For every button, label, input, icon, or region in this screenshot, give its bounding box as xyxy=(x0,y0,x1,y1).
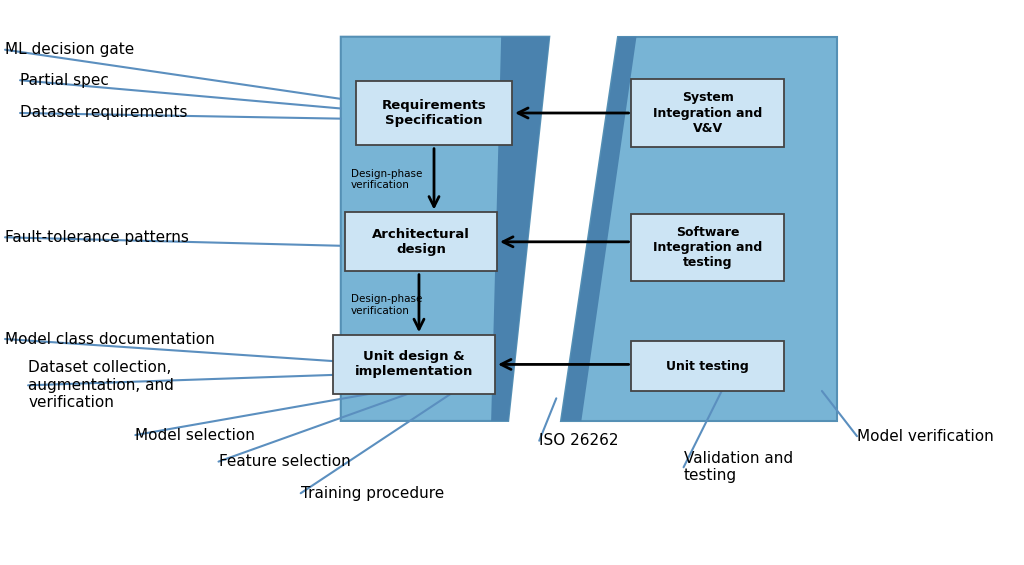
Text: ML decision gate: ML decision gate xyxy=(5,42,134,57)
Text: Partial spec: Partial spec xyxy=(20,73,109,88)
Polygon shape xyxy=(561,37,637,421)
Polygon shape xyxy=(561,37,837,421)
Text: Validation and
testing: Validation and testing xyxy=(684,451,793,484)
Text: System
Integration and
V&V: System Integration and V&V xyxy=(653,92,762,134)
Text: Fault-tolerance patterns: Fault-tolerance patterns xyxy=(5,230,188,245)
Text: Design-phase
verification: Design-phase verification xyxy=(351,294,422,316)
FancyBboxPatch shape xyxy=(632,341,783,391)
Text: Architectural
design: Architectural design xyxy=(372,228,470,256)
Text: Model class documentation: Model class documentation xyxy=(5,332,215,346)
FancyBboxPatch shape xyxy=(345,212,497,272)
FancyBboxPatch shape xyxy=(333,334,496,394)
Text: Model selection: Model selection xyxy=(135,428,255,442)
Text: Feature selection: Feature selection xyxy=(218,454,350,469)
Text: Model verification: Model verification xyxy=(857,429,993,444)
Text: Requirements
Specification: Requirements Specification xyxy=(382,99,486,127)
Text: Software
Integration and
testing: Software Integration and testing xyxy=(653,226,762,269)
Text: Unit testing: Unit testing xyxy=(667,359,749,373)
Text: Design-phase
verification: Design-phase verification xyxy=(351,169,422,190)
Text: Unit design &
implementation: Unit design & implementation xyxy=(354,350,473,379)
Text: Dataset collection,
augmentation, and
verification: Dataset collection, augmentation, and ve… xyxy=(28,360,174,410)
Text: Training procedure: Training procedure xyxy=(301,486,444,501)
FancyBboxPatch shape xyxy=(632,214,783,281)
Text: ISO 26262: ISO 26262 xyxy=(540,433,618,448)
Text: Dataset requirements: Dataset requirements xyxy=(20,106,187,120)
Polygon shape xyxy=(492,37,549,421)
Polygon shape xyxy=(341,37,549,421)
FancyBboxPatch shape xyxy=(356,80,512,145)
FancyBboxPatch shape xyxy=(632,79,783,147)
